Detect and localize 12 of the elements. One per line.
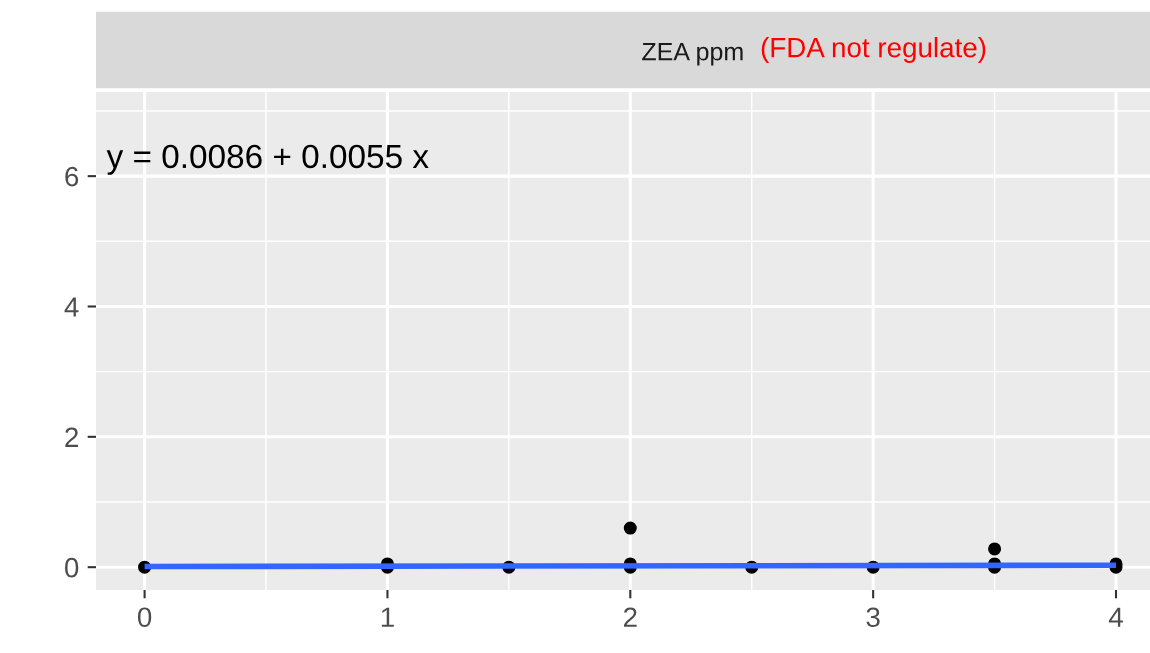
x-tick-label: 3 [866, 607, 880, 628]
x-tick-label: 4 [1108, 607, 1123, 627]
y-tick-label: 4 [64, 297, 79, 317]
y-tick-label: 6 [65, 166, 79, 187]
annotation: y = 0.0086 + 0.0055 x [106, 144, 429, 175]
x-tick-label: 1 [381, 607, 394, 627]
chart-title: ZEA ppm [642, 43, 743, 66]
y-tick-label: 0 [65, 557, 79, 578]
text: (FDA not regulate) [761, 37, 986, 63]
x-tick-label: 2 [623, 607, 637, 627]
x-tick-label: 0 [137, 607, 152, 628]
y-tick-label: 2 [65, 427, 78, 447]
